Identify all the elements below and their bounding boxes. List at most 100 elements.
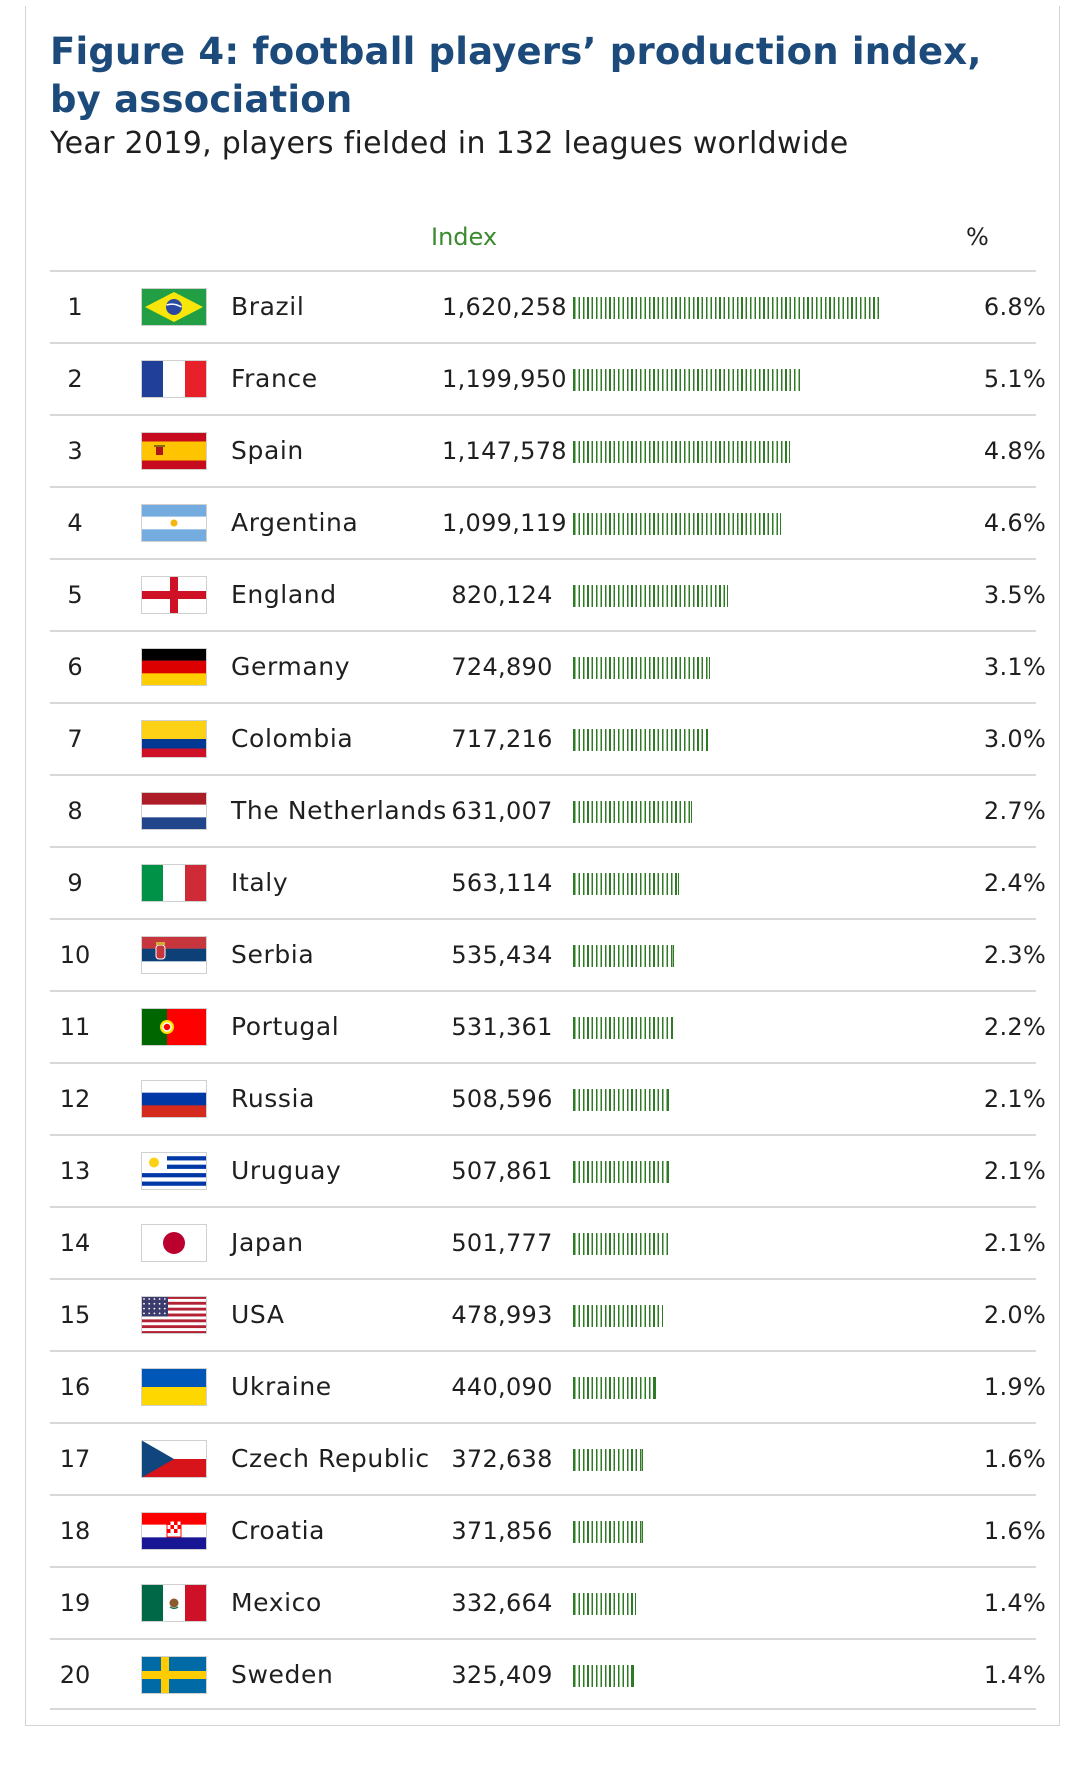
- index-bar: [573, 369, 800, 391]
- index-column-header: Index: [431, 223, 498, 251]
- country-label: Spain: [231, 436, 304, 465]
- share-percent-label: 2.7%: [983, 797, 1047, 825]
- index-bar: [573, 945, 675, 967]
- index-value-label: 535,434: [451, 941, 553, 969]
- country-label: Serbia: [231, 940, 315, 969]
- share-percent-label: 1.6%: [983, 1445, 1047, 1473]
- share-percent-label: 3.0%: [983, 725, 1047, 753]
- england-flag-icon: [141, 576, 207, 614]
- index-bar: [573, 873, 680, 895]
- rank-label: 12: [59, 1085, 91, 1113]
- table-row: 12 Russia 508,596 2.1%: [50, 1062, 1046, 1134]
- italy-flag-icon: [141, 864, 207, 902]
- table-row: 4 Argentina 1,099,119 4.6%: [50, 486, 1046, 558]
- index-value-label: 1,199,950: [442, 365, 567, 393]
- index-bar: [573, 657, 710, 679]
- country-label: Germany: [231, 652, 351, 681]
- country-label: England: [231, 580, 337, 609]
- index-value-label: 531,361: [451, 1013, 553, 1041]
- argentina-flag-icon: [141, 504, 207, 542]
- index-value-label: 372,638: [451, 1445, 553, 1473]
- share-percent-label: 2.1%: [983, 1085, 1047, 1113]
- russia-flag-icon: [141, 1080, 207, 1118]
- country-label: Czech Republic: [231, 1444, 430, 1473]
- rank-label: 14: [59, 1229, 91, 1257]
- rank-label: 6: [67, 653, 83, 681]
- index-bar: [573, 729, 709, 751]
- uruguay-flag-icon: [141, 1152, 207, 1190]
- index-value-label: 501,777: [451, 1229, 553, 1257]
- share-percent-label: 4.6%: [983, 509, 1047, 537]
- country-label: Argentina: [231, 508, 359, 537]
- country-label: Sweden: [231, 1660, 334, 1689]
- share-percent-label: 5.1%: [983, 365, 1047, 393]
- rank-label: 19: [59, 1589, 91, 1617]
- rank-label: 3: [67, 437, 83, 465]
- index-bar: [573, 1161, 669, 1183]
- rank-label: 16: [59, 1373, 91, 1401]
- index-bar: [573, 1377, 657, 1399]
- index-bar: [573, 441, 790, 463]
- country-label: USA: [231, 1300, 285, 1329]
- table-row: 14 Japan 501,777 2.1%: [50, 1206, 1046, 1278]
- index-value-label: 507,861: [451, 1157, 553, 1185]
- table-row: 17 Czech Republic 372,638 1.6%: [50, 1422, 1046, 1494]
- index-bar: [573, 1593, 636, 1615]
- usa-flag-icon: [141, 1296, 207, 1334]
- croatia-flag-icon: [141, 1512, 207, 1550]
- share-percent-label: 3.1%: [983, 653, 1047, 681]
- rank-label: 10: [59, 941, 91, 969]
- index-value-label: 1,147,578: [442, 437, 567, 465]
- share-percent-label: 2.3%: [983, 941, 1047, 969]
- france-flag-icon: [141, 360, 207, 398]
- netherlands-flag-icon: [141, 792, 207, 830]
- czech-flag-icon: [141, 1440, 207, 1478]
- spain-flag-icon: [141, 432, 207, 470]
- index-bar: [573, 1017, 674, 1039]
- share-percent-label: 3.5%: [983, 581, 1047, 609]
- share-percent-label: 2.4%: [983, 869, 1047, 897]
- rank-label: 13: [59, 1157, 91, 1185]
- mexico-flag-icon: [141, 1584, 207, 1622]
- table-row: 7 Colombia 717,216 3.0%: [50, 702, 1046, 774]
- portugal-flag-icon: [141, 1008, 207, 1046]
- share-percent-label: 1.6%: [983, 1517, 1047, 1545]
- table-row: 10 Serbia 535,434 2.3%: [50, 918, 1046, 990]
- japan-flag-icon: [141, 1224, 207, 1262]
- country-label: Russia: [231, 1084, 316, 1113]
- country-label: Japan: [231, 1228, 304, 1257]
- rank-label: 9: [67, 869, 83, 897]
- percent-column-header: %: [966, 223, 989, 251]
- index-value-label: 563,114: [451, 869, 553, 897]
- rank-label: 15: [59, 1301, 91, 1329]
- index-bar: [573, 585, 728, 607]
- sweden-flag-icon: [141, 1656, 207, 1694]
- index-bar: [573, 513, 781, 535]
- country-label: Ukraine: [231, 1372, 332, 1401]
- index-bar: [573, 1665, 635, 1687]
- country-label: Uruguay: [231, 1156, 342, 1185]
- table-row: 20 Sweden 325,409 1.4%: [50, 1638, 1046, 1710]
- rank-label: 5: [67, 581, 83, 609]
- table-row: 19 Mexico 332,664 1.4%: [50, 1566, 1046, 1638]
- figure-card: Figure 4: football players’ production i…: [25, 6, 1060, 1726]
- table-row: 2 France 1,199,950 5.1%: [50, 342, 1046, 414]
- table-row: 9 Italy 563,114 2.4%: [50, 846, 1046, 918]
- share-percent-label: 1.4%: [983, 1589, 1047, 1617]
- serbia-flag-icon: [141, 936, 207, 974]
- germany-flag-icon: [141, 648, 207, 686]
- table-row: 5 England 820,124 3.5%: [50, 558, 1046, 630]
- index-value-label: 631,007: [451, 797, 553, 825]
- country-label: Colombia: [231, 724, 354, 753]
- country-label: Mexico: [231, 1588, 322, 1617]
- share-percent-label: 2.1%: [983, 1157, 1047, 1185]
- table-row: 11 Portugal 531,361 2.2%: [50, 990, 1046, 1062]
- share-percent-label: 1.4%: [983, 1661, 1047, 1689]
- ranking-table: 1 Brazil 1,620,258 6.8% 2 France 1,199,950 5.1%…: [50, 270, 1046, 1710]
- index-value-label: 371,856: [451, 1517, 553, 1545]
- rank-label: 11: [59, 1013, 91, 1041]
- share-percent-label: 2.1%: [983, 1229, 1047, 1257]
- rank-label: 17: [59, 1445, 91, 1473]
- table-row: 8 The Netherlands 631,007 2.7%: [50, 774, 1046, 846]
- rank-label: 20: [59, 1661, 91, 1689]
